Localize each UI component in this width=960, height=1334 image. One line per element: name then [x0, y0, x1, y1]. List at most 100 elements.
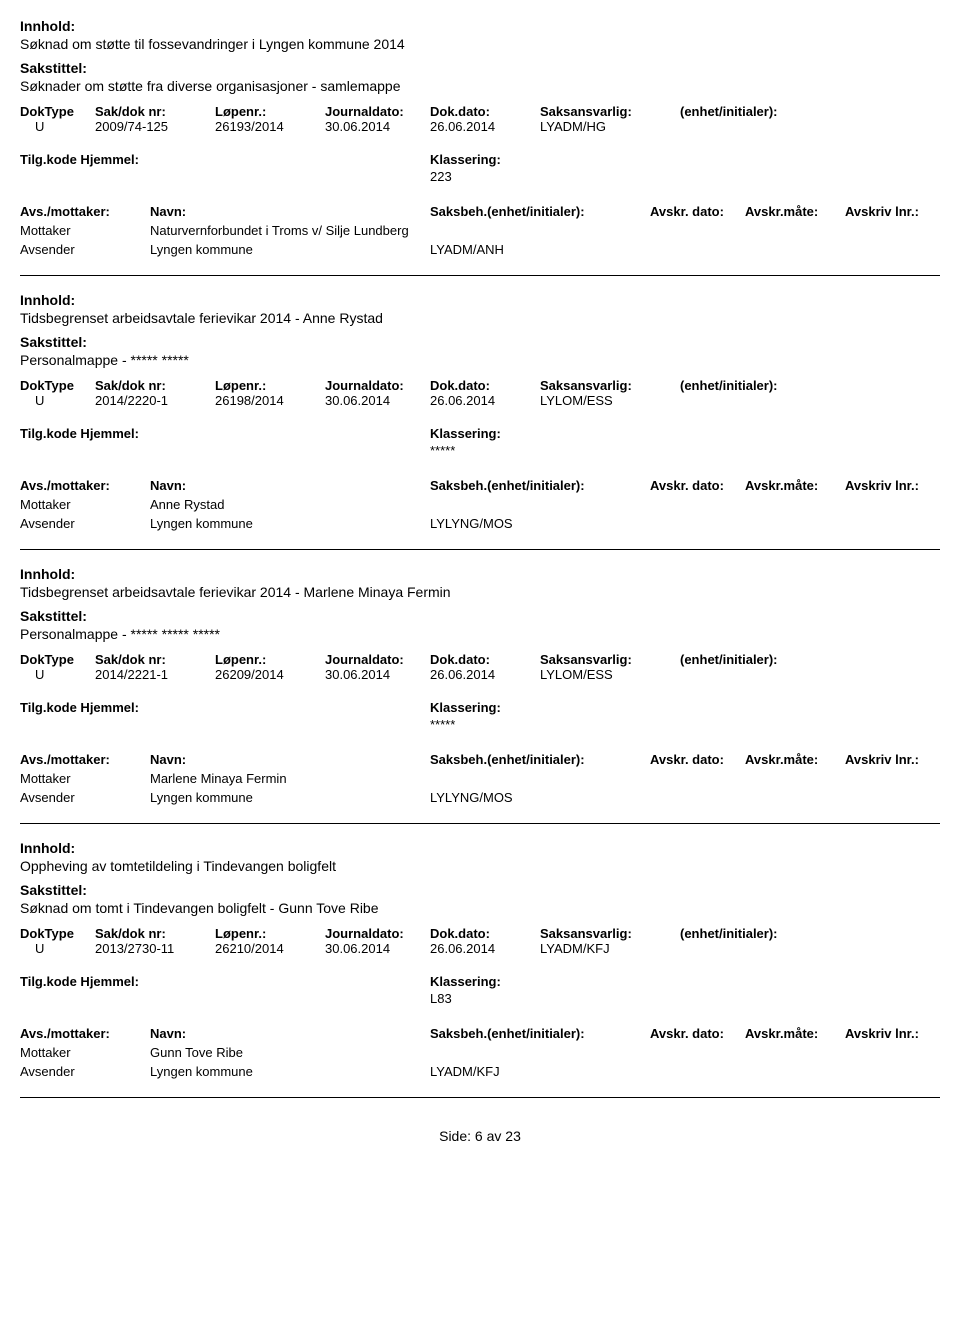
klassering-value: *****: [430, 443, 940, 458]
journal-entry: Innhold: Søknad om støtte til fossevandr…: [20, 18, 940, 276]
sakdok-value: 2014/2221-1: [95, 667, 215, 682]
sakdok-header: Sak/dok nr:: [95, 378, 215, 393]
journal-entry: Innhold: Tidsbegrenset arbeidsavtale fer…: [20, 292, 940, 550]
dokdato-header: Dok.dato:: [430, 926, 540, 941]
journaldato-value: 30.06.2014: [325, 119, 430, 134]
avsender-navn: Lyngen kommune: [150, 242, 430, 257]
avskrmate-header: Avskr.måte:: [745, 752, 845, 767]
avsender-label: Avsender: [20, 516, 150, 531]
dokdato-header: Dok.dato:: [430, 652, 540, 667]
avskrivlnr-header: Avskriv lnr.:: [845, 752, 940, 767]
avsender-code: LYADM/ANH: [430, 242, 650, 257]
journaldato-header: Journaldato:: [325, 104, 430, 119]
klassering-label: Klassering:: [430, 974, 501, 989]
tilgkode-hjemmel-label: Tilg.kode Hjemmel:: [20, 974, 430, 989]
journal-entry: Innhold: Oppheving av tomtetildeling i T…: [20, 840, 940, 1098]
mottaker-navn: Naturvernforbundet i Troms v/ Silje Lund…: [150, 223, 430, 238]
lopenr-header: Løpenr.:: [215, 378, 325, 393]
sakstittel-text: Søknad om tomt i Tindevangen boligfelt -…: [20, 900, 940, 916]
navn-header: Navn:: [150, 478, 430, 493]
doktype-header: DokType: [20, 104, 95, 119]
sakstittel-text: Personalmappe - ***** ***** *****: [20, 626, 940, 642]
avskrmate-header: Avskr.måte:: [745, 204, 845, 219]
journaldato-header: Journaldato:: [325, 378, 430, 393]
avsender-navn: Lyngen kommune: [150, 516, 430, 531]
mottaker-label: Mottaker: [20, 223, 150, 238]
journal-entry: Innhold: Tidsbegrenset arbeidsavtale fer…: [20, 566, 940, 824]
saksansvarlig-header: Saksansvarlig:: [540, 652, 680, 667]
sakdok-value: 2014/2220-1: [95, 393, 215, 408]
enhet-value: [680, 393, 830, 408]
avskrdato-header: Avskr. dato:: [650, 1026, 745, 1041]
klassering-label: Klassering:: [430, 426, 501, 441]
doktype-value: U: [20, 941, 95, 956]
doktype-header: DokType: [20, 926, 95, 941]
journaldato-value: 30.06.2014: [325, 393, 430, 408]
lopenr-value: 26210/2014: [215, 941, 325, 956]
journaldato-value: 30.06.2014: [325, 941, 430, 956]
enhet-header: (enhet/initialer):: [680, 104, 830, 119]
innhold-label: Innhold:: [20, 840, 940, 856]
avskrmate-header: Avskr.måte:: [745, 1026, 845, 1041]
saksbeh-header: Saksbeh.(enhet/initialer):: [430, 1026, 650, 1041]
enhet-value: [680, 119, 830, 134]
dokdato-value: 26.06.2014: [430, 393, 540, 408]
avsender-navn: Lyngen kommune: [150, 790, 430, 805]
page-footer: Side: 6 av 23: [20, 1128, 940, 1144]
avsmottaker-header: Avs./mottaker:: [20, 478, 150, 493]
journaldato-value: 30.06.2014: [325, 667, 430, 682]
enhet-header: (enhet/initialer):: [680, 652, 830, 667]
sakdok-value: 2013/2730-11: [95, 941, 215, 956]
enhet-header: (enhet/initialer):: [680, 926, 830, 941]
mottaker-navn: Anne Rystad: [150, 497, 430, 512]
saksansvarlig-header: Saksansvarlig:: [540, 378, 680, 393]
innhold-text: Søknad om støtte til fossevandringer i L…: [20, 36, 940, 52]
avsmottaker-header: Avs./mottaker:: [20, 204, 150, 219]
klassering-value: 223: [430, 169, 940, 184]
avsender-navn: Lyngen kommune: [150, 1064, 430, 1079]
sakdok-header: Sak/dok nr:: [95, 104, 215, 119]
sakstittel-label: Sakstittel:: [20, 334, 940, 350]
saksansvarlig-value: LYLOM/ESS: [540, 393, 680, 408]
avsender-label: Avsender: [20, 1064, 150, 1079]
lopenr-header: Løpenr.:: [215, 926, 325, 941]
dokdato-header: Dok.dato:: [430, 378, 540, 393]
tilgkode-hjemmel-label: Tilg.kode Hjemmel:: [20, 152, 430, 167]
lopenr-value: 26193/2014: [215, 119, 325, 134]
saksansvarlig-header: Saksansvarlig:: [540, 104, 680, 119]
sakstittel-text: Søknader om støtte fra diverse organisas…: [20, 78, 940, 94]
av-label: av: [487, 1128, 502, 1144]
dokdato-value: 26.06.2014: [430, 667, 540, 682]
tilgkode-hjemmel-label: Tilg.kode Hjemmel:: [20, 700, 430, 715]
doktype-value: U: [20, 393, 95, 408]
avsender-code: LYLYNG/MOS: [430, 790, 650, 805]
avsender-code: LYLYNG/MOS: [430, 516, 650, 531]
saksansvarlig-value: LYADM/HG: [540, 119, 680, 134]
dokdato-value: 26.06.2014: [430, 119, 540, 134]
dokdato-value: 26.06.2014: [430, 941, 540, 956]
saksansvarlig-header: Saksansvarlig:: [540, 926, 680, 941]
sakstittel-label: Sakstittel:: [20, 60, 940, 76]
sakdok-header: Sak/dok nr:: [95, 652, 215, 667]
innhold-label: Innhold:: [20, 566, 940, 582]
dokdato-header: Dok.dato:: [430, 104, 540, 119]
avskrdato-header: Avskr. dato:: [650, 478, 745, 493]
page-total: 23: [505, 1128, 521, 1144]
klassering-label: Klassering:: [430, 700, 501, 715]
mottaker-navn: Marlene Minaya Fermin: [150, 771, 430, 786]
avsender-code: LYADM/KFJ: [430, 1064, 650, 1079]
journaldato-header: Journaldato:: [325, 926, 430, 941]
navn-header: Navn:: [150, 204, 430, 219]
doktype-value: U: [20, 667, 95, 682]
saksbeh-header: Saksbeh.(enhet/initialer):: [430, 204, 650, 219]
side-label: Side:: [439, 1128, 471, 1144]
tilgkode-hjemmel-label: Tilg.kode Hjemmel:: [20, 426, 430, 441]
saksansvarlig-value: LYADM/KFJ: [540, 941, 680, 956]
klassering-value: *****: [430, 717, 940, 732]
avskrivlnr-header: Avskriv lnr.:: [845, 478, 940, 493]
navn-header: Navn:: [150, 1026, 430, 1041]
innhold-text: Tidsbegrenset arbeidsavtale ferievikar 2…: [20, 584, 940, 600]
sakstittel-text: Personalmappe - ***** *****: [20, 352, 940, 368]
doktype-header: DokType: [20, 652, 95, 667]
avsmottaker-header: Avs./mottaker:: [20, 752, 150, 767]
